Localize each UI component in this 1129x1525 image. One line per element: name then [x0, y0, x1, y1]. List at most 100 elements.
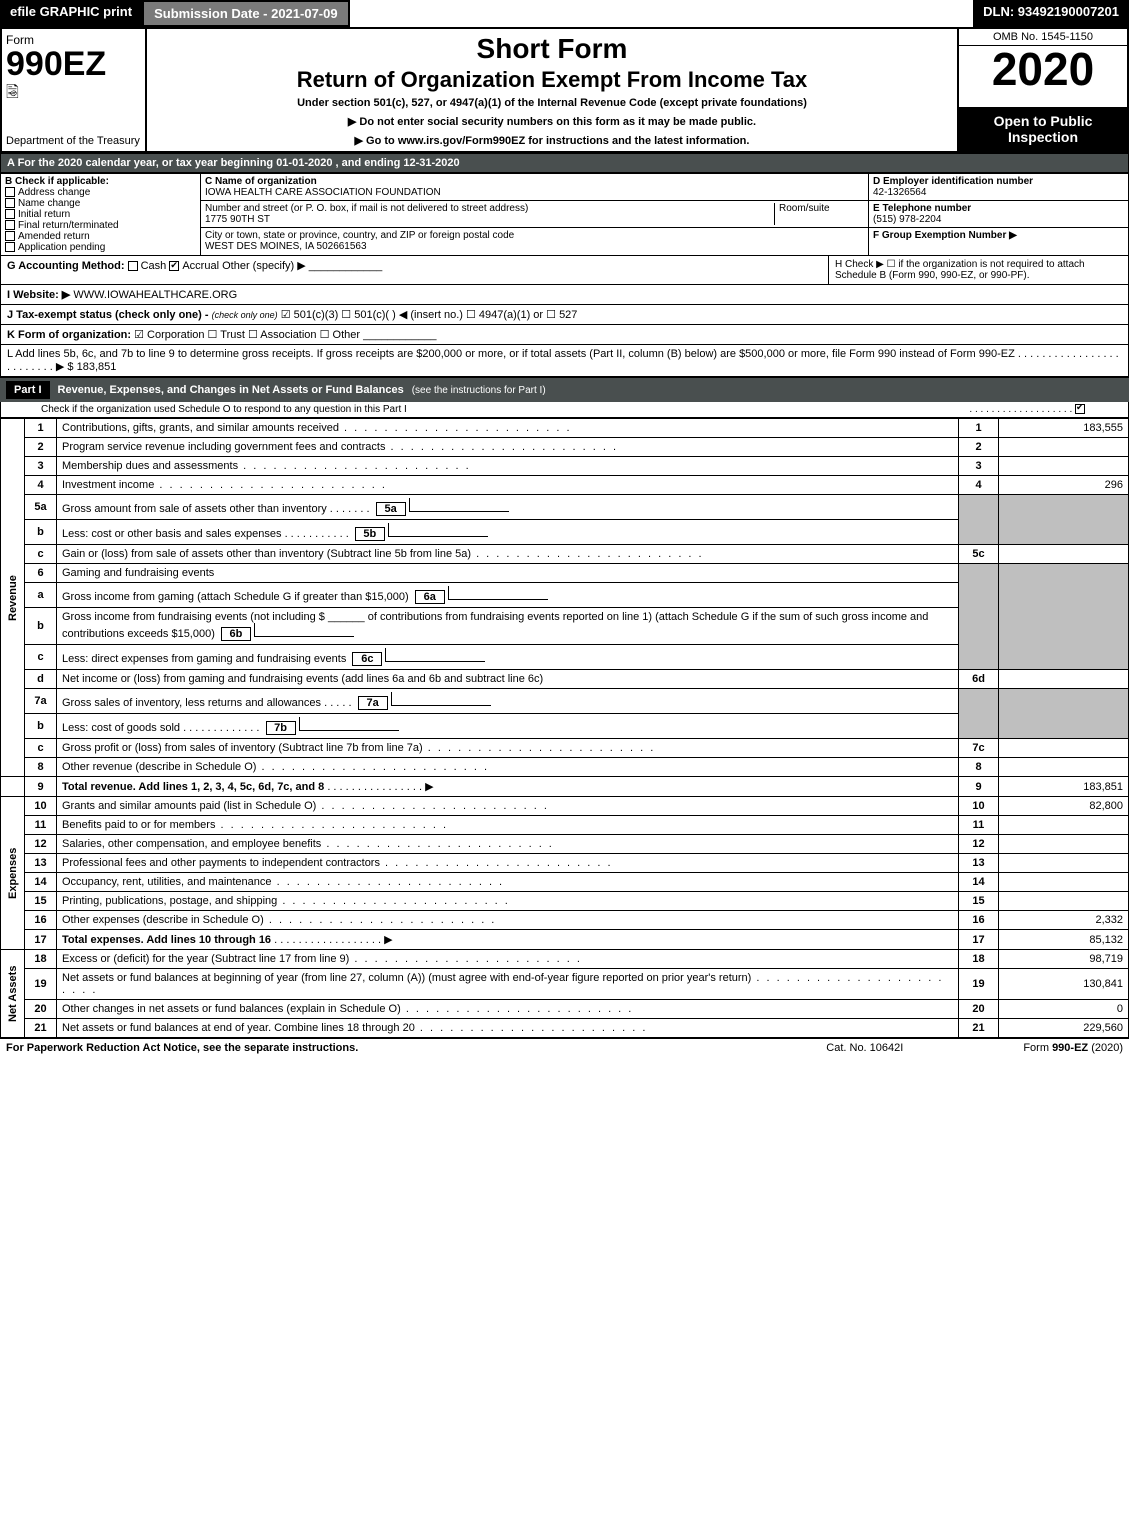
- check-address-change[interactable]: [5, 187, 15, 197]
- line-l: L Add lines 5b, 6c, and 7b to line 9 to …: [1, 344, 1128, 376]
- row-6d-box: 6d: [959, 670, 999, 689]
- header-mid: Short Form Return of Organization Exempt…: [147, 29, 957, 151]
- row-13-box: 13: [959, 854, 999, 873]
- header-left: Form 990EZ 🗟 Department of the Treasury: [2, 29, 147, 151]
- row-16-desc: Other expenses (describe in Schedule O): [57, 911, 959, 930]
- row-5a-desc: Gross amount from sale of assets other t…: [57, 495, 959, 520]
- row-7b-desc: Less: cost of goods sold . . . . . . . .…: [57, 714, 959, 739]
- b-checkboxes: B Check if applicable: Address change Na…: [1, 174, 201, 255]
- row-17-desc: Total expenses. Add lines 10 through 16 …: [57, 930, 959, 950]
- website-link[interactable]: WWW.IOWAHEALTHCARE.ORG: [73, 289, 237, 301]
- row-6d-desc: Net income or (loss) from gaming and fun…: [57, 670, 959, 689]
- row-5ab-amt-shade: [999, 495, 1129, 545]
- opt-initial-return: Initial return: [18, 209, 70, 220]
- check-accrual[interactable]: [169, 261, 179, 271]
- header-right: OMB No. 1545-1150 2020 Open to Public In…: [957, 29, 1127, 151]
- check-final-return[interactable]: [5, 220, 15, 230]
- submission-date: Submission Date - 2021-07-09: [142, 0, 350, 27]
- check-name-change[interactable]: [5, 198, 15, 208]
- row-9-amt: 183,851: [999, 777, 1129, 797]
- tax-year: 2020: [959, 46, 1127, 92]
- row-12-box: 12: [959, 835, 999, 854]
- side-expenses: Expenses: [1, 797, 25, 950]
- check-app-pending[interactable]: [5, 242, 15, 252]
- opt-final-return: Final return/terminated: [18, 220, 119, 231]
- row-8-box: 8: [959, 758, 999, 777]
- row-5a-num: 5a: [25, 495, 57, 520]
- org-name: IOWA HEALTH CARE ASSOCIATION FOUNDATION: [205, 187, 441, 198]
- efile-print-button[interactable]: efile GRAPHIC print: [0, 0, 142, 27]
- row-20-desc: Other changes in net assets or fund bala…: [57, 1000, 959, 1019]
- row-10-amt: 82,800: [999, 797, 1129, 816]
- k-label: K Form of organization:: [7, 329, 131, 341]
- row-18-amt: 98,719: [999, 950, 1129, 969]
- check-cash[interactable]: [128, 261, 138, 271]
- goto-link[interactable]: ▶ Go to www.irs.gov/Form990EZ for instru…: [155, 134, 949, 147]
- row-2-num: 2: [25, 438, 57, 457]
- j-options: ☑ 501(c)(3) ☐ 501(c)( ) ◀ (insert no.) ☐…: [281, 309, 578, 321]
- k-options: ☑ Corporation ☐ Trust ☐ Association ☐ Ot…: [134, 329, 360, 341]
- check-schedule-o[interactable]: [1075, 404, 1085, 414]
- row-2-desc: Program service revenue including govern…: [57, 438, 959, 457]
- row-13-desc: Professional fees and other payments to …: [57, 854, 959, 873]
- row-13-num: 13: [25, 854, 57, 873]
- row-20-num: 20: [25, 1000, 57, 1019]
- row-17-amt: 85,132: [999, 930, 1129, 950]
- part-1-label: Part I: [6, 381, 50, 399]
- opt-other: Other (specify) ▶: [222, 260, 306, 272]
- row-6b-num: b: [25, 608, 57, 645]
- check-initial-return[interactable]: [5, 209, 15, 219]
- row-7a-num: 7a: [25, 689, 57, 714]
- row-7ab-shade: [959, 689, 999, 739]
- part-1-table: Revenue 1Contributions, gifts, grants, a…: [0, 418, 1129, 1038]
- row-6b-desc: Gross income from fundraising events (no…: [57, 608, 959, 645]
- org-info-section: B Check if applicable: Address change Na…: [0, 173, 1129, 377]
- row-11-box: 11: [959, 816, 999, 835]
- return-title: Return of Organization Exempt From Incom…: [155, 67, 949, 93]
- cat-no: Cat. No. 10642I: [826, 1042, 903, 1054]
- row-20-box: 20: [959, 1000, 999, 1019]
- row-9-box: 9: [959, 777, 999, 797]
- row-5c-box: 5c: [959, 545, 999, 564]
- row-6-num: 6: [25, 564, 57, 583]
- row-14-desc: Occupancy, rent, utilities, and maintena…: [57, 873, 959, 892]
- row-6d-amt: [999, 670, 1129, 689]
- form-header: Form 990EZ 🗟 Department of the Treasury …: [0, 29, 1129, 153]
- line-k: K Form of organization: ☑ Corporation ☐ …: [1, 324, 1128, 344]
- row-15-desc: Printing, publications, postage, and shi…: [57, 892, 959, 911]
- row-4-desc: Investment income: [57, 476, 959, 495]
- row-19-box: 19: [959, 969, 999, 1000]
- row-19-num: 19: [25, 969, 57, 1000]
- def-block: D Employer identification number42-13265…: [868, 174, 1128, 255]
- side-revenue: Revenue: [1, 419, 25, 777]
- part-1-check-text: Check if the organization used Schedule …: [41, 404, 407, 415]
- row-3-desc: Membership dues and assessments: [57, 457, 959, 476]
- room-suite-label: Room/suite: [774, 203, 864, 225]
- row-21-num: 21: [25, 1019, 57, 1038]
- row-1-box: 1: [959, 419, 999, 438]
- row-4-num: 4: [25, 476, 57, 495]
- g-accounting: G Accounting Method: Cash Accrual Other …: [1, 256, 828, 284]
- row-3-box: 3: [959, 457, 999, 476]
- row-7ab-amt-shade: [999, 689, 1129, 739]
- opt-amended: Amended return: [18, 231, 90, 242]
- row-12-desc: Salaries, other compensation, and employ…: [57, 835, 959, 854]
- row-9-desc: Total revenue. Add lines 1, 2, 3, 4, 5c,…: [57, 777, 959, 797]
- line-a: A For the 2020 calendar year, or tax yea…: [0, 153, 1129, 173]
- row-16-amt: 2,332: [999, 911, 1129, 930]
- row-18-box: 18: [959, 950, 999, 969]
- row-7a-desc: Gross sales of inventory, less returns a…: [57, 689, 959, 714]
- row-3-num: 3: [25, 457, 57, 476]
- row-5c-amt: [999, 545, 1129, 564]
- opt-address-change: Address change: [18, 187, 90, 198]
- row-2-amt: [999, 438, 1129, 457]
- check-amended[interactable]: [5, 231, 15, 241]
- row-5b-num: b: [25, 520, 57, 545]
- row-6-shade: [959, 564, 999, 670]
- row-4-amt: 296: [999, 476, 1129, 495]
- row-6c-num: c: [25, 645, 57, 670]
- opt-name-change: Name change: [18, 198, 80, 209]
- row-10-num: 10: [25, 797, 57, 816]
- under-section: Under section 501(c), 527, or 4947(a)(1)…: [155, 97, 949, 109]
- side-net-assets: Net Assets: [1, 950, 25, 1038]
